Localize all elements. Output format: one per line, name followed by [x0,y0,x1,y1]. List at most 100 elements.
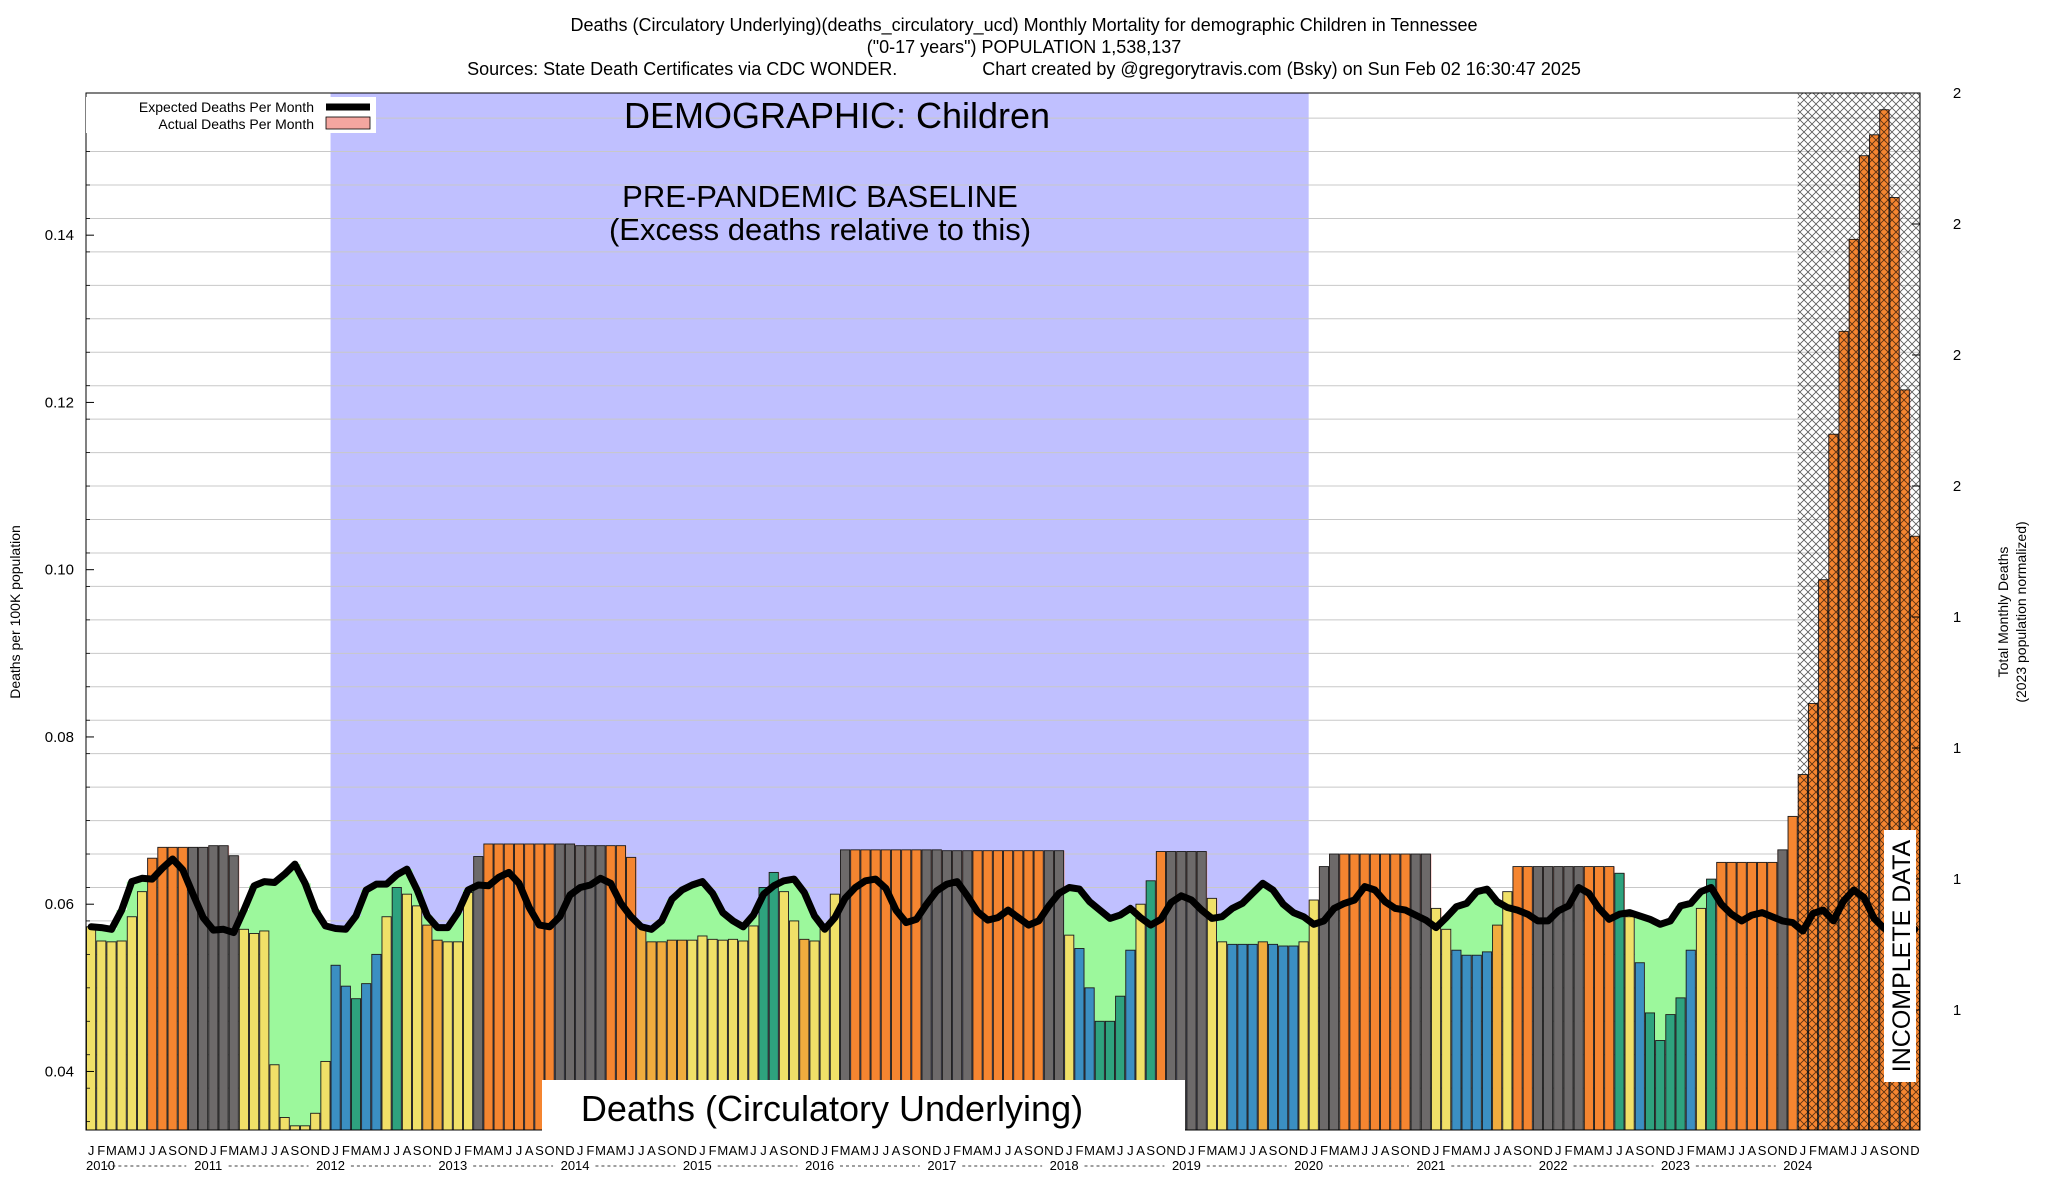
month-letter: N [188,1143,197,1158]
month-letter: F [1809,1143,1817,1158]
chart-credit: Chart created by @gregorytravis.com (Bsk… [982,59,1581,79]
deficit-area [249,885,260,934]
month-letter: J [149,1143,156,1158]
month-letter: J [1066,1143,1073,1158]
month-letter: A [362,1143,371,1158]
deficit-area [1237,903,1249,945]
month-letter: A [1870,1143,1879,1158]
month-letter: F [831,1143,839,1158]
month-letter: O [178,1143,188,1158]
month-letter: A [1503,1143,1512,1158]
month-letter: F [1687,1143,1695,1158]
month-letter: A [1218,1143,1227,1158]
month-letter: D [443,1143,452,1158]
deficit-area [310,910,321,1114]
bar [330,964,341,1131]
bar [177,846,188,1131]
bar [1308,899,1319,1131]
month-letter: J [1800,1143,1807,1158]
chart-sources: Sources: State Death Certificates via CD… [467,59,898,79]
incomplete-label-background [1884,830,1916,1082]
deficit-area [1471,891,1483,956]
month-letter: S [657,1143,666,1158]
bar [1278,945,1289,1131]
month-letter: N [1044,1143,1053,1158]
right-tick-label: 2 [1953,216,1961,233]
month-letter: J [883,1143,890,1158]
month-letter: J [1249,1143,1256,1158]
deficit-area [269,882,281,1065]
year-label: 2015 [683,1158,712,1173]
deficit-area [697,881,709,936]
deficit-area [1064,887,1075,936]
year-label: 2021 [1416,1158,1445,1173]
month-letter: A [729,1143,738,1158]
bar [1777,849,1788,1131]
month-letter: M [106,1143,117,1158]
month-letter: J [1606,1143,1613,1158]
month-letter: J [455,1143,462,1158]
month-letter: M [1206,1143,1217,1158]
bar [116,940,127,1131]
month-letter: M [1716,1143,1727,1158]
month-letter: M [1838,1143,1849,1158]
month-letter: J [139,1143,146,1158]
year-label: 2012 [316,1158,345,1173]
y-axis-label-right-1: Total Monthly Deaths [1995,547,2011,678]
month-letter: A [484,1143,493,1158]
month-letter: A [1014,1143,1023,1158]
month-letter: D [810,1143,819,1158]
bar [147,857,158,1131]
bar [361,983,372,1131]
bar [208,845,219,1131]
month-letter: J [628,1143,635,1158]
month-letter: J [394,1143,401,1158]
y-axis-label-right-2: (2023 population normalized) [2013,521,2029,702]
baseline-sublabel: (Excess deaths relative to this) [609,212,1031,247]
deficit-area [1216,916,1228,942]
deficit-area [1257,883,1269,942]
year-label: 2019 [1172,1158,1201,1173]
month-letter: F [1198,1143,1206,1158]
month-letter: N [800,1143,809,1158]
deficit-area [299,883,311,1126]
month-letter: N [1655,1143,1664,1158]
bar [1492,924,1503,1131]
month-letter: M [1329,1143,1340,1158]
month-letter: J [1188,1143,1195,1158]
baseline-label: PRE-PANDEMIC BASELINE [622,179,1018,214]
month-letter: N [1533,1143,1542,1158]
bar [1736,861,1747,1131]
month-letter: S [291,1143,300,1158]
month-letter: J [332,1143,339,1158]
bar [1757,861,1768,1131]
month-letter: A [280,1143,289,1158]
year-label: 2013 [438,1158,467,1173]
year-label: 2023 [1661,1158,1690,1173]
bar [1502,891,1513,1131]
bar [1441,928,1452,1131]
month-letter: F [1320,1143,1328,1158]
month-letter: S [780,1143,789,1158]
bar [106,941,117,1131]
month-letter: A [1585,1143,1594,1158]
y-axis-label-left: Deaths per 100K population [7,525,23,699]
bar [300,1125,311,1131]
deficit-area [1685,903,1697,951]
right-tick-label: 2 [1953,478,1961,495]
bar [218,845,229,1131]
month-letter: A [1829,1143,1838,1158]
month-letter: A [1340,1143,1349,1158]
bar [126,916,137,1131]
month-letter: S [1146,1143,1155,1158]
month-letter: A [606,1143,615,1158]
right-tick-label: 1 [1953,871,1961,888]
y-tick-label: 0.06 [45,896,74,913]
month-letter: J [638,1143,645,1158]
month-letter: S [1024,1143,1033,1158]
bar [422,924,433,1131]
bar [1257,941,1268,1131]
month-letter: O [911,1143,921,1158]
month-letter: A [892,1143,901,1158]
month-letter: J [1555,1143,1562,1158]
